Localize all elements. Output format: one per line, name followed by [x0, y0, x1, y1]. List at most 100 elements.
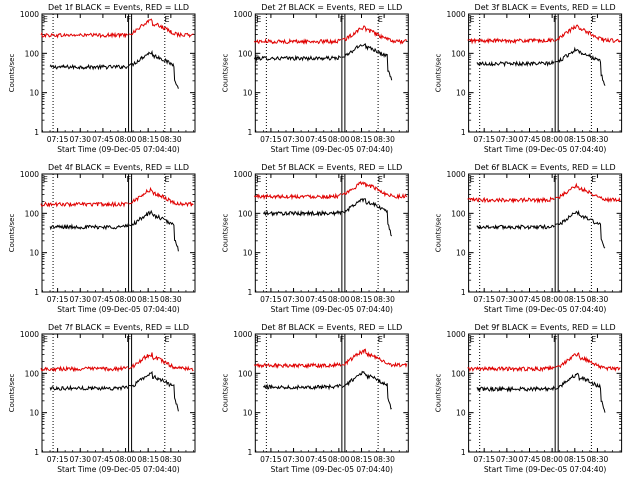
y-tick-label: 10: [29, 409, 39, 418]
x-tick-label: 07:45: [305, 295, 327, 304]
event-marker-label: E: [470, 175, 475, 184]
x-tick-label: 07:30: [496, 295, 518, 304]
x-axis-label: Start Time (09-Dec-05 07:04:40): [57, 305, 179, 314]
x-tick-label: 08:00: [328, 135, 350, 144]
y-axis-label: Counts/sec: [221, 214, 229, 253]
event-marker-label: F: [340, 175, 345, 184]
event-marker-label: F: [340, 335, 345, 344]
lld-series-line: [40, 200, 128, 208]
chart-title: Det 9f BLACK = Events, RED = LLD: [475, 323, 616, 332]
events-series-line: [341, 197, 393, 237]
event-marker-label: E: [256, 335, 261, 344]
lld-series-line: [40, 365, 129, 373]
event-marker-label: E: [165, 175, 170, 184]
x-tick-label: 07:15: [260, 135, 282, 144]
x-tick-label: 07:45: [305, 455, 327, 464]
x-tick-label: 08:15: [137, 295, 159, 304]
event-marker-label: E: [470, 15, 475, 24]
event-marker-label: E: [378, 175, 383, 184]
chart-title: Det 8f BLACK = Events, RED = LLD: [261, 323, 402, 332]
chart-panel: Det 5f BLACK = Events, RED = LLD Counts/s…: [221, 163, 409, 314]
x-tick-label: 08:30: [373, 295, 395, 304]
x-tick-label: 07:15: [47, 295, 69, 304]
x-tick-label: 08:00: [115, 295, 137, 304]
y-tick-label: 10: [243, 249, 253, 258]
x-tick-label: 08:15: [351, 295, 373, 304]
x-tick-label: 07:30: [283, 295, 305, 304]
x-tick-label: 07:30: [69, 135, 91, 144]
events-series-line: [263, 383, 342, 391]
x-tick-label: 08:30: [587, 295, 609, 304]
x-tick-label: 07:45: [519, 295, 541, 304]
y-axis-label: Counts/sec: [435, 214, 443, 253]
x-axis-label: Start Time (09-Dec-05 07:04:40): [484, 305, 606, 314]
plot-frame: [468, 13, 623, 133]
x-tick-label: 08:30: [160, 455, 182, 464]
event-marker-label: F: [126, 15, 131, 24]
x-tick-label: 07:15: [473, 455, 495, 464]
x-tick-label: 07:30: [496, 455, 518, 464]
event-marker-label: E: [378, 15, 383, 24]
event-marker-label: E: [591, 15, 596, 24]
lld-series-line: [128, 352, 194, 372]
y-tick-label: 1: [248, 288, 253, 297]
events-series-line: [49, 63, 128, 71]
chart-panel: Det 4f BLACK = Events, RED = LLD Counts/s…: [8, 163, 196, 314]
chart-title: Det 1f BLACK = Events, RED = LLD: [48, 3, 189, 12]
y-tick-label: 1: [248, 128, 253, 137]
x-tick-label: 07:15: [260, 295, 282, 304]
x-tick-label: 08:00: [328, 455, 350, 464]
chart-title: Det 3f BLACK = Events, RED = LLD: [475, 3, 616, 12]
events-series-line: [341, 370, 392, 410]
x-tick-label: 08:15: [564, 135, 586, 144]
y-tick-label: 1: [461, 288, 466, 297]
y-tick-label: 1000: [233, 330, 252, 339]
y-axis-label: Counts/sec: [435, 54, 443, 93]
x-tick-label: 07:15: [47, 135, 69, 144]
events-series-line: [476, 223, 555, 231]
x-tick-label: 07:45: [519, 455, 541, 464]
x-tick-label: 07:15: [473, 135, 495, 144]
lld-series-line: [467, 364, 555, 373]
event-marker-label: E: [591, 175, 596, 184]
lld-series-line: [253, 192, 342, 201]
x-axis-label: Start Time (09-Dec-05 07:04:40): [271, 145, 393, 154]
y-tick-label: 100: [451, 369, 466, 378]
x-tick-label: 08:15: [137, 135, 159, 144]
x-tick-label: 08:15: [564, 455, 586, 464]
y-tick-label: 100: [25, 369, 40, 378]
lld-series-line: [554, 24, 621, 44]
x-tick-label: 08:30: [160, 295, 182, 304]
x-tick-label: 08:30: [587, 455, 609, 464]
x-tick-label: 07:30: [283, 455, 305, 464]
x-axis-label: Start Time (09-Dec-05 07:04:40): [57, 145, 179, 154]
chart-panel: Det 1f BLACK = Events, RED = LLD Counts/s…: [8, 3, 196, 154]
x-tick-label: 08:15: [351, 135, 373, 144]
event-marker-label: F: [553, 335, 558, 344]
lld-series-line: [467, 196, 555, 204]
x-tick-label: 08:30: [373, 135, 395, 144]
event-marker-label: E: [43, 15, 48, 24]
x-tick-label: 07:45: [305, 135, 327, 144]
chart-title: Det 2f BLACK = Events, RED = LLD: [261, 3, 402, 12]
x-tick-label: 08:00: [541, 295, 563, 304]
events-series-line: [262, 209, 342, 217]
x-tick-label: 07:15: [260, 455, 282, 464]
y-tick-label: 10: [29, 89, 39, 98]
y-tick-label: 100: [238, 49, 253, 58]
lld-series-line: [341, 25, 408, 45]
x-tick-label: 08:30: [587, 135, 609, 144]
plot-frame: [41, 173, 196, 293]
x-tick-label: 07:45: [92, 295, 114, 304]
y-tick-label: 100: [238, 209, 253, 218]
event-marker-label: F: [553, 175, 558, 184]
chart-title: Det 6f BLACK = Events, RED = LLD: [475, 163, 616, 172]
x-tick-label: 07:30: [496, 135, 518, 144]
lld-series-line: [555, 182, 621, 203]
events-series-line: [476, 385, 555, 393]
events-series-line: [128, 370, 179, 412]
x-tick-label: 07:30: [69, 455, 91, 464]
x-tick-label: 08:00: [328, 295, 350, 304]
plot-frame: [41, 333, 196, 453]
y-tick-label: 1000: [233, 170, 252, 179]
